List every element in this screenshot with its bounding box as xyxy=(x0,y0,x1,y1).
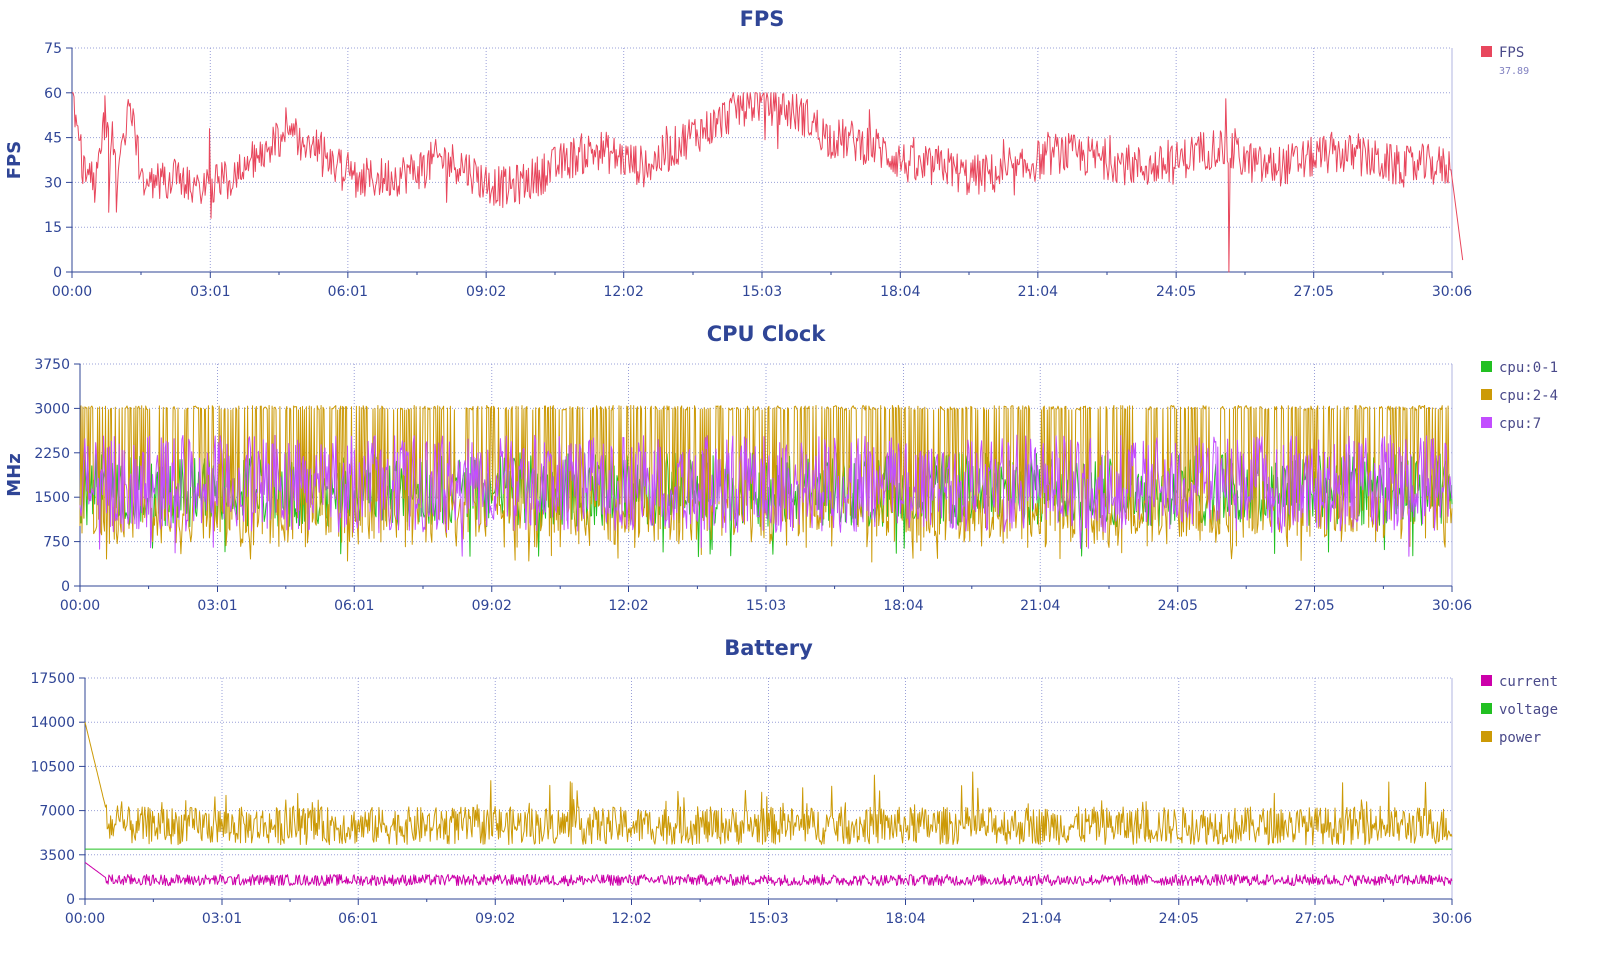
x-tick-label: 09:02 xyxy=(466,284,506,300)
x-tick-label: 15:03 xyxy=(746,598,786,614)
y-axis-label: MHz xyxy=(4,453,25,496)
x-tick-label: 24:05 xyxy=(1158,598,1198,614)
x-tick-label: 21:04 xyxy=(1022,911,1062,927)
legend-swatch xyxy=(1481,46,1492,57)
x-tick-label: 30:06 xyxy=(1432,911,1472,927)
x-tick-label: 24:05 xyxy=(1159,911,1199,927)
legend-label: voltage xyxy=(1499,702,1558,718)
y-tick-label: 14000 xyxy=(30,715,75,731)
x-tick-label: 09:02 xyxy=(475,911,515,927)
y-tick-label: 75 xyxy=(44,41,62,57)
y-tick-label: 30 xyxy=(44,175,62,191)
y-tick-label: 7000 xyxy=(39,804,75,820)
chart-title: CPU Clock xyxy=(707,322,827,346)
y-tick-label: 3000 xyxy=(34,401,70,417)
series-line-current xyxy=(84,861,1453,887)
legend-label: FPS xyxy=(1499,45,1524,61)
legend-swatch xyxy=(1481,675,1492,686)
x-tick-label: 06:01 xyxy=(334,598,374,614)
y-tick-label: 45 xyxy=(44,131,62,147)
y-tick-label: 15 xyxy=(44,220,62,236)
legend-label: cpu:7 xyxy=(1499,416,1541,432)
series-line-power xyxy=(84,722,1453,846)
y-tick-label: 3500 xyxy=(39,848,75,864)
x-tick-label: 27:05 xyxy=(1294,598,1334,614)
legend-swatch xyxy=(1481,389,1492,400)
x-tick-label: 12:02 xyxy=(608,598,648,614)
legend-label: cpu:0-1 xyxy=(1499,360,1558,376)
x-tick-label: 00:00 xyxy=(52,284,92,300)
chart-title: FPS xyxy=(740,7,785,31)
chart-panel-1: CPU Clock MHz 0 750 1500 2250 3000 3750 00:00 03:… xyxy=(4,322,1558,614)
y-tick-label: 2250 xyxy=(34,446,70,462)
legend-label: cpu:2-4 xyxy=(1499,388,1558,404)
x-tick-label: 06:01 xyxy=(338,911,378,927)
x-tick-label: 00:00 xyxy=(65,911,105,927)
legend-label: current xyxy=(1499,674,1558,690)
x-tick-label: 03:01 xyxy=(202,911,242,927)
x-tick-label: 18:04 xyxy=(883,598,923,614)
y-tick-label: 3750 xyxy=(34,357,70,373)
x-tick-label: 18:04 xyxy=(885,911,925,927)
y-tick-label: 60 xyxy=(44,86,62,102)
x-tick-label: 21:04 xyxy=(1018,284,1058,300)
x-tick-label: 30:06 xyxy=(1432,284,1472,300)
x-tick-label: 12:02 xyxy=(604,284,644,300)
x-tick-label: 18:04 xyxy=(880,284,920,300)
chart-panel-2: Battery 0 3500 7000 10500 14000 17500 00:00 03:0… xyxy=(30,636,1558,927)
series-line-cpu-7 xyxy=(79,434,1453,557)
y-axis-label: FPS xyxy=(4,141,25,179)
series-line-FPS xyxy=(72,92,1464,273)
legend-swatch xyxy=(1481,703,1492,714)
y-tick-label: 1500 xyxy=(34,490,70,506)
x-tick-label: 30:06 xyxy=(1432,598,1472,614)
chart-panel-0: FPS FPS 0 15 30 45 60 75 00:00 03:01 06:01 09:02 12:… xyxy=(4,7,1529,300)
y-tick-label: 17500 xyxy=(30,671,75,687)
legend-swatch xyxy=(1481,417,1492,428)
x-tick-label: 00:00 xyxy=(60,598,100,614)
x-tick-label: 15:03 xyxy=(748,911,788,927)
x-tick-label: 06:01 xyxy=(328,284,368,300)
x-tick-label: 21:04 xyxy=(1020,598,1060,614)
x-tick-label: 27:05 xyxy=(1295,911,1335,927)
y-tick-label: 0 xyxy=(61,579,70,595)
legend-label: power xyxy=(1499,730,1541,746)
y-tick-label: 10500 xyxy=(30,759,75,775)
legend-swatch xyxy=(1481,361,1492,372)
x-tick-label: 24:05 xyxy=(1156,284,1196,300)
legend-swatch xyxy=(1481,731,1492,742)
x-tick-label: 27:05 xyxy=(1294,284,1334,300)
x-tick-label: 09:02 xyxy=(472,598,512,614)
x-tick-label: 03:01 xyxy=(190,284,230,300)
y-tick-label: 750 xyxy=(43,535,70,551)
y-tick-label: 0 xyxy=(53,265,62,281)
legend-value: 37.89 xyxy=(1499,66,1529,77)
x-tick-label: 15:03 xyxy=(742,284,782,300)
x-tick-label: 12:02 xyxy=(611,911,651,927)
series-line-cpu-2-4 xyxy=(79,404,1453,563)
chart-title: Battery xyxy=(724,636,813,660)
y-tick-label: 0 xyxy=(66,892,75,908)
x-tick-label: 03:01 xyxy=(197,598,237,614)
